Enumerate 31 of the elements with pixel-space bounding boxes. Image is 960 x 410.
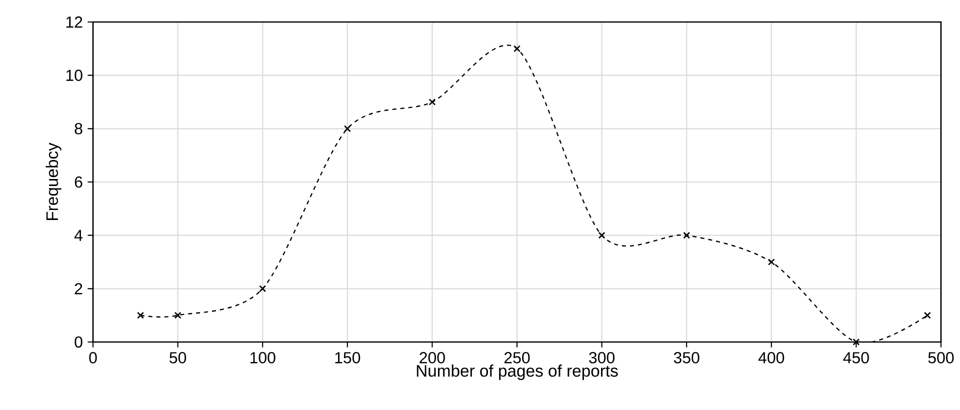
y-tick-label: 6 [74, 176, 82, 188]
point [259, 285, 266, 292]
x-tick-label: 350 [674, 352, 700, 364]
point [598, 232, 606, 239]
y-tick-label: 10 [66, 70, 82, 81]
x-tick-label: 300 [589, 352, 615, 364]
y-tick-label: 2 [74, 283, 82, 294]
point [768, 258, 775, 266]
point [174, 312, 182, 319]
y-tick-label: 4 [74, 230, 82, 241]
x-tick-label: 0 [89, 352, 97, 364]
point [344, 125, 351, 132]
x-tick-label: 200 [420, 352, 445, 364]
point [137, 312, 144, 319]
y-tick-label: 8 [74, 123, 82, 134]
x-tick-label: 50 [170, 352, 186, 364]
point [852, 338, 860, 346]
point [683, 232, 690, 239]
x-axis-title: Number of pages of reports [416, 364, 618, 380]
x-tick-label: 250 [504, 352, 530, 364]
y-tick-label: 12 [66, 16, 82, 28]
x-tick-label: 450 [843, 352, 869, 364]
point [924, 312, 931, 319]
y-axis-title: Frequebcy [46, 142, 62, 220]
x-tick-label: 500 [928, 352, 954, 364]
x-tick-label: 150 [335, 352, 360, 364]
y-tick-label: 0 [74, 336, 82, 348]
x-tick-label: 400 [758, 352, 784, 364]
point [514, 45, 520, 52]
point [428, 98, 436, 106]
x-tick-label: 100 [250, 352, 276, 364]
